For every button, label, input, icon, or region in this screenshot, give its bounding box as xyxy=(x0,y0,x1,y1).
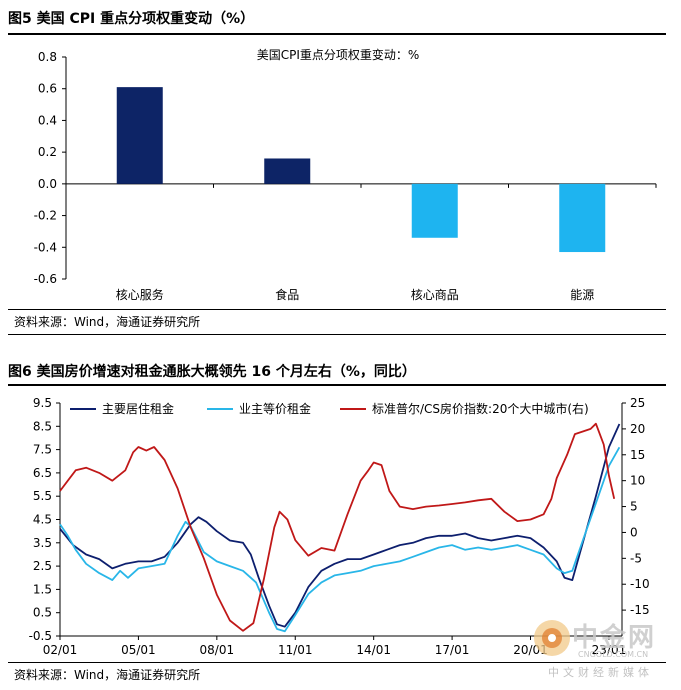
tick-labels: 9.5 8.5 7.5 6.5 5.5 4.5 3.5 2.5 1.5 0.5 -0.5 25 20 15… xyxy=(29,396,650,657)
legend-label-3: 标准普尔/CS房价指数:20个大中城市(右) xyxy=(372,401,589,416)
x-tick-label: 14/01 xyxy=(356,643,391,657)
y-tick-label: 0.4 xyxy=(38,113,57,127)
y-tick-label: -0.6 xyxy=(34,272,57,286)
bar-1 xyxy=(116,87,163,184)
y-tick-label: 0.2 xyxy=(38,145,57,159)
legend-label-1: 主要居住租金 xyxy=(102,401,174,416)
x-tick-label: 能源 xyxy=(570,288,594,302)
left-y-tick-label: 2.5 xyxy=(33,559,52,573)
right-y-tick-label: -15 xyxy=(630,603,650,617)
figure6-source: 资料来源：Wind，海通证券研究所 xyxy=(14,668,201,682)
y-tick-label: -0.2 xyxy=(34,209,57,223)
left-y-tick-label: 5.5 xyxy=(33,489,52,503)
right-y-tick-label: -10 xyxy=(630,577,650,591)
right-y-tick-label: -5 xyxy=(630,551,642,565)
x-tick-label: 17/01 xyxy=(435,643,470,657)
bar-3 xyxy=(411,183,458,238)
x-tick-label: 核心服务 xyxy=(116,287,164,302)
left-y-tick-label: 6.5 xyxy=(33,466,52,480)
x-tick-label: 02/01 xyxy=(43,643,78,657)
bar-2 xyxy=(264,158,311,184)
right-y-tick-label: 0 xyxy=(630,525,638,539)
left-y-tick-label: -0.5 xyxy=(29,629,52,643)
series-line-2 xyxy=(59,446,621,633)
rent-vs-house-price-line-chart: 9.5 8.5 7.5 6.5 5.5 4.5 3.5 2.5 1.5 0.5 -0.5 25 20 15… xyxy=(29,396,650,657)
cngold-watermark-logo xyxy=(534,620,570,656)
cpi-weight-bar-chart: 美国CPI重点分项权重变动：% 0.8 0.6 0.4 0.2 0.0 -0.2 -0.4 -… xyxy=(34,47,657,302)
figure6-bottom-rule xyxy=(8,662,666,663)
left-y-tick-label: 8.5 xyxy=(33,419,52,433)
right-y-tick-label: 25 xyxy=(630,396,645,410)
left-y-tick-label: 1.5 xyxy=(33,582,52,596)
chart-title: 美国CPI重点分项权重变动：% xyxy=(257,47,420,62)
series-line-3 xyxy=(59,422,616,632)
x-tick-label: 食品 xyxy=(275,287,299,302)
figure5-bottom-rule xyxy=(8,309,666,310)
x-tick-label: 08/01 xyxy=(200,643,235,657)
watermark-brand: 中金网 xyxy=(572,623,657,653)
y-tick-label: 0.8 xyxy=(38,50,57,64)
watermark-domain: CNGOLD.COM.CN xyxy=(578,650,649,659)
chart-axes xyxy=(62,56,657,280)
bar-4 xyxy=(559,183,606,253)
figure5-source-rule xyxy=(8,334,666,335)
y-tick-label: 0.6 xyxy=(38,82,57,96)
line-series xyxy=(59,422,621,633)
left-y-tick-label: 7.5 xyxy=(33,443,52,457)
figure5-caption: 图5 美国 CPI 重点分项权重变动（%） xyxy=(8,11,255,27)
tick-labels: 0.8 0.6 0.4 0.2 0.0 -0.2 -0.4 -0.6 核心服务 食品 核心商品 能源 xyxy=(34,50,595,302)
figure6-top-rule xyxy=(8,384,666,386)
right-y-tick-label: 5 xyxy=(630,500,638,514)
left-y-tick-label: 4.5 xyxy=(33,513,52,527)
left-y-tick-label: 3.5 xyxy=(33,536,52,550)
left-y-tick-label: 0.5 xyxy=(33,606,52,620)
chart-axes xyxy=(56,402,626,640)
left-y-tick-label: 9.5 xyxy=(33,396,52,410)
y-tick-label: 0.0 xyxy=(38,177,57,191)
right-y-tick-label: 20 xyxy=(630,422,645,436)
x-tick-label: 05/01 xyxy=(121,643,156,657)
figure6-caption: 图6 美国房价增速对租金通胀大概领先 16 个月左右（%，同比） xyxy=(8,364,416,380)
watermark-slogan: 中文财经新媒体 xyxy=(548,666,653,679)
bar-series xyxy=(116,87,606,253)
x-tick-label: 核心商品 xyxy=(411,287,459,302)
legend-label-2: 业主等价租金 xyxy=(239,401,311,416)
y-tick-label: -0.4 xyxy=(34,240,57,254)
figure5-source: 资料来源：Wind，海通证券研究所 xyxy=(14,315,201,329)
figure5-top-rule xyxy=(8,33,666,35)
right-y-tick-label: 15 xyxy=(630,448,645,462)
x-tick-label: 11/01 xyxy=(278,643,313,657)
right-y-tick-label: 10 xyxy=(630,474,645,488)
series-line-1 xyxy=(59,423,621,628)
x-tick-label: 23/01 xyxy=(592,643,627,657)
chart-legend: 主要居住租金 业主等价租金 标准普尔/CS房价指数:20个大中城市(右) xyxy=(70,401,589,416)
